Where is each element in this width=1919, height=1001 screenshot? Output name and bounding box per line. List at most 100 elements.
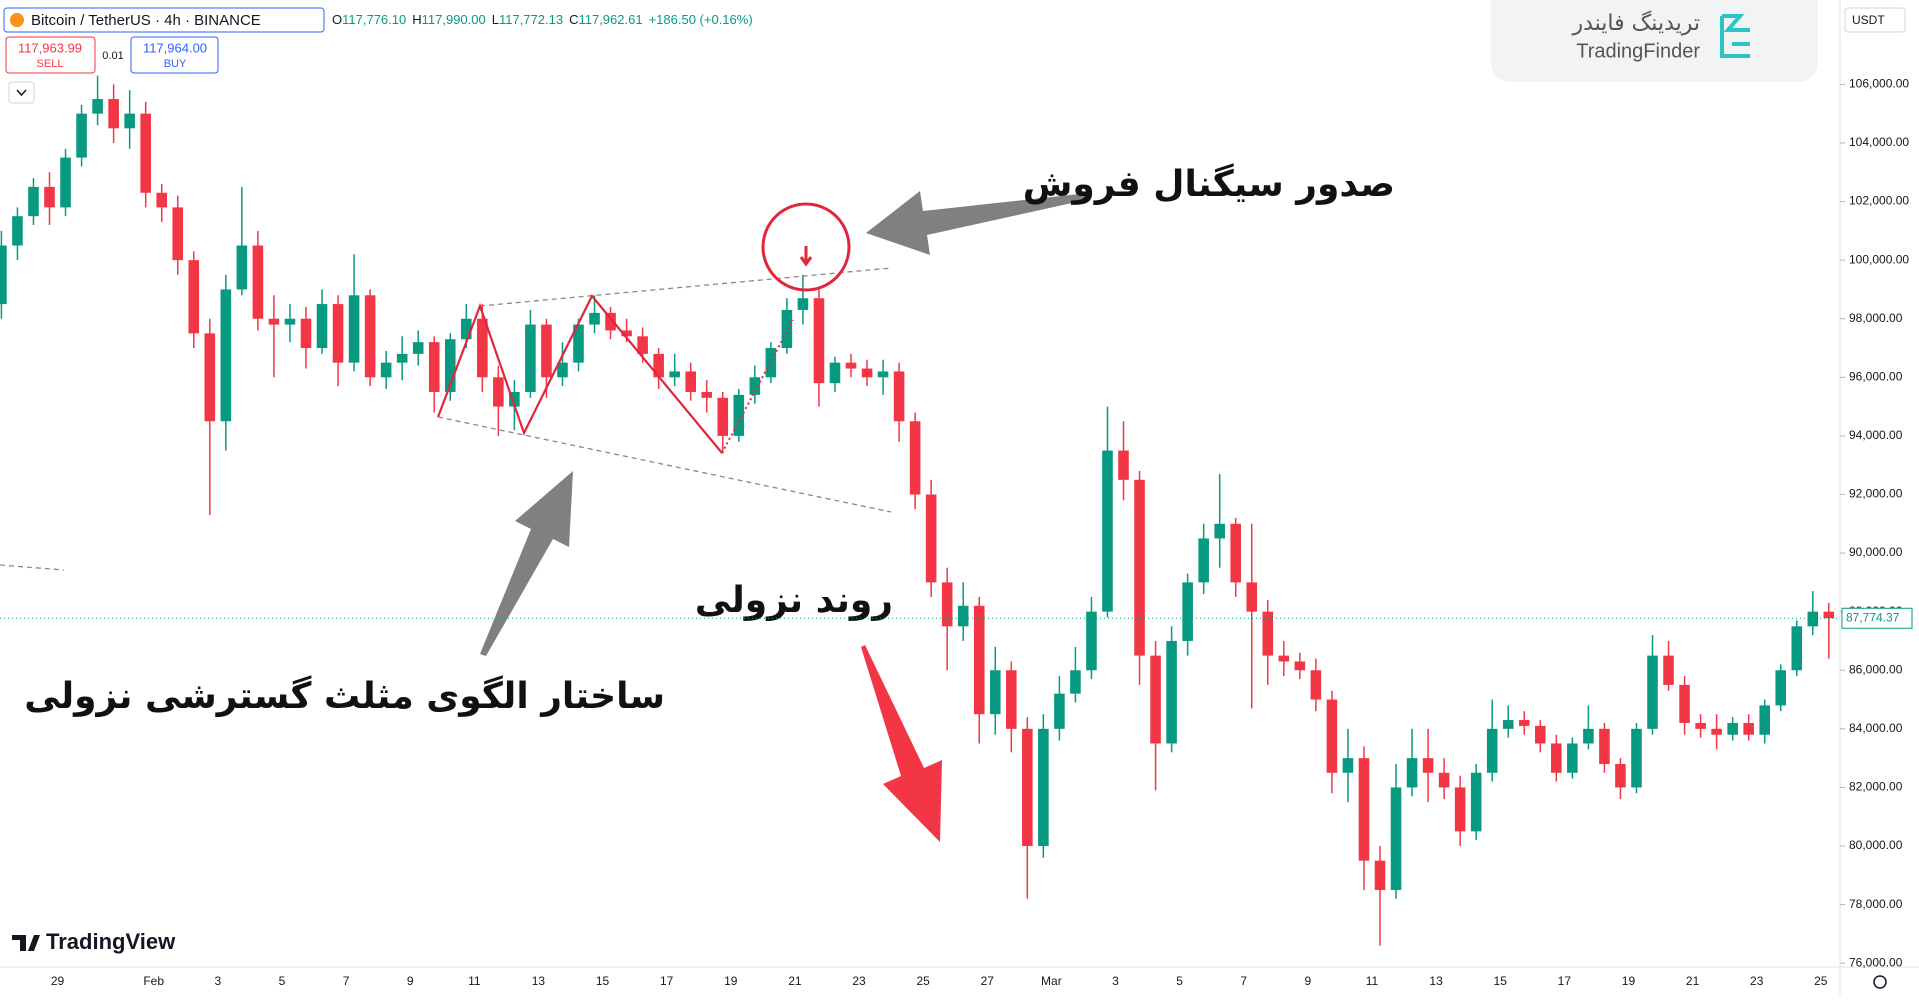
candle-body — [685, 371, 696, 392]
candle-body — [589, 312, 600, 325]
y-tick-label: 98,000.00 — [1849, 311, 1903, 325]
y-tick-label: 94,000.00 — [1849, 428, 1903, 442]
sell-button[interactable] — [5, 36, 96, 74]
candle-body — [1278, 655, 1290, 662]
currency-box[interactable] — [1844, 7, 1906, 33]
candle-body — [1695, 722, 1706, 729]
candle-body — [1454, 787, 1466, 832]
y-tick-label: 104,000.00 — [1849, 135, 1909, 149]
y-tick-label: 102,000.00 — [1849, 194, 1909, 208]
candle-body — [0, 245, 7, 305]
y-tick-label: 106,000.00 — [1849, 77, 1909, 91]
candle-body — [1567, 743, 1578, 773]
candle-body — [1599, 728, 1610, 764]
y-tick-label: 92,000.00 — [1849, 487, 1903, 501]
candle-body — [829, 362, 841, 384]
candle-body — [637, 336, 648, 354]
candle-body — [412, 342, 424, 354]
candle-body — [1743, 722, 1754, 735]
settings-icon[interactable] — [1873, 975, 1887, 989]
candle-body — [396, 353, 408, 363]
x-tick-label: 15 — [1494, 974, 1508, 988]
x-tick-label: 11 — [1366, 974, 1379, 988]
candle-body — [1759, 705, 1771, 735]
candle-body — [28, 186, 39, 217]
candle-body — [92, 99, 103, 114]
x-tick-label: 7 — [343, 974, 350, 988]
callout-arrow — [480, 471, 573, 656]
ohlc-value: 117,776.10 — [342, 12, 406, 27]
x-tick-label: 19 — [724, 974, 738, 988]
candle-body — [1326, 699, 1338, 773]
last-price-label: 87,774.37 — [1846, 610, 1900, 624]
candle-body — [1631, 728, 1642, 788]
candle-body — [925, 494, 937, 583]
candle-body — [509, 391, 520, 407]
candle-body — [76, 113, 87, 158]
candle-body — [156, 192, 168, 208]
candle-body — [669, 371, 680, 378]
ohlc-key: O — [332, 12, 342, 27]
candle-body — [1086, 611, 1097, 671]
x-tick-label: 21 — [1686, 974, 1700, 988]
ohlc-line: O117,776.10 H117,990.00 L117,772.13 C117,96… — [332, 12, 753, 27]
candle-body — [268, 318, 280, 325]
x-tick-label: 23 — [852, 974, 866, 988]
candle-body — [1390, 787, 1402, 890]
candle-body — [1342, 758, 1354, 773]
buy-price: 117,964.00 — [143, 40, 207, 55]
buy-button[interactable] — [130, 36, 219, 74]
x-tick-label: 5 — [1176, 974, 1183, 988]
candle-body — [973, 605, 985, 715]
candle-body — [460, 318, 472, 340]
candle-body — [1791, 626, 1803, 671]
ohlc-value: 117,962.61 — [578, 12, 642, 27]
symbol-title: Bitcoin / TetherUS · 4h · BINANCE — [31, 12, 261, 29]
candle-body — [252, 245, 264, 319]
candle-body — [1262, 611, 1274, 656]
y-tick-label: 80,000.00 — [1849, 838, 1903, 852]
annotation: ساختار الگوی مثلث گسترشی نزولی — [24, 675, 665, 717]
y-tick-label: 82,000.00 — [1849, 780, 1903, 794]
candle-body — [204, 333, 216, 422]
spread: 0.01 — [102, 50, 123, 62]
x-tick-label: 19 — [1622, 974, 1636, 988]
candle-body — [797, 298, 809, 310]
candle-body — [124, 113, 135, 129]
candle-body — [332, 304, 344, 363]
x-tick-label: 9 — [407, 974, 414, 988]
candle-body — [621, 330, 632, 337]
candle-body — [1294, 661, 1306, 671]
candle-body — [1823, 611, 1835, 619]
annotation: روند نزولی — [695, 580, 893, 621]
candle-body — [573, 324, 584, 363]
candle-body — [605, 312, 616, 331]
brand-logo — [12, 935, 40, 951]
candle-body — [1022, 728, 1033, 847]
candle-body — [1230, 523, 1242, 583]
candle-body — [1518, 720, 1530, 726]
signal-arrow — [799, 246, 813, 267]
btc-icon — [10, 13, 24, 27]
x-tick-label: 13 — [532, 974, 546, 988]
candle-body — [557, 362, 568, 378]
x-tick-label: 3 — [214, 974, 221, 988]
chevron — [16, 89, 27, 97]
zigzag-projection — [721, 319, 794, 454]
candle-body — [1406, 758, 1418, 788]
candle-body — [220, 289, 232, 422]
ohlc-key: C — [569, 12, 578, 27]
candle-body — [813, 298, 825, 384]
ohlc-value: 117,772.13 — [499, 12, 563, 27]
candle-body — [1374, 860, 1386, 890]
callout-arrow — [866, 191, 1090, 255]
candle-body — [1727, 722, 1738, 735]
symbol-box[interactable] — [3, 7, 325, 33]
candle-body — [941, 582, 953, 627]
x-tick-label: 13 — [1429, 974, 1443, 988]
x-tick-label: 21 — [788, 974, 802, 988]
collapse-button[interactable] — [8, 81, 35, 104]
candle-body — [877, 371, 889, 378]
candle-body — [957, 605, 969, 627]
candle-body — [701, 391, 713, 398]
